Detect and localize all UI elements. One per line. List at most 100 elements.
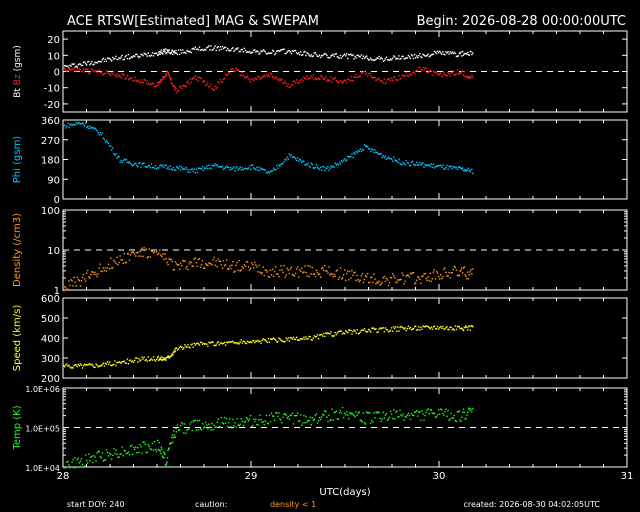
density-point	[120, 259, 122, 261]
speed-point	[430, 326, 433, 328]
bt-point	[379, 58, 381, 60]
bt-point	[165, 51, 168, 54]
temp-point	[291, 412, 294, 415]
speed-point	[231, 341, 233, 343]
density-point	[239, 270, 241, 272]
temp-point	[237, 424, 239, 426]
phi-point	[211, 165, 213, 167]
density-point	[73, 276, 75, 279]
phi-point	[126, 161, 129, 163]
speed-point	[214, 344, 216, 347]
bt-point	[204, 48, 206, 51]
bz-point	[262, 75, 264, 78]
temp-point	[290, 414, 293, 416]
density-point	[304, 265, 306, 267]
phi-point	[87, 125, 89, 128]
phi-point	[228, 166, 230, 169]
speed-point	[372, 327, 374, 330]
density-point	[163, 258, 165, 261]
temp-point	[256, 423, 258, 426]
density-point	[72, 285, 74, 287]
phi-point	[242, 169, 245, 171]
bz-point	[374, 77, 376, 79]
temp-point	[389, 410, 392, 412]
bz-point	[247, 78, 250, 80]
temp-point	[464, 418, 466, 420]
phi-point	[436, 165, 439, 167]
bz-point	[380, 80, 382, 82]
phi-point	[240, 169, 242, 171]
phi-point	[367, 148, 370, 150]
density-point	[192, 265, 194, 267]
bz-point	[151, 82, 154, 84]
phi-point	[462, 169, 465, 172]
bt-point	[226, 47, 229, 50]
bz-point	[193, 76, 195, 79]
bz-point	[392, 79, 394, 81]
speed-point	[320, 333, 323, 336]
bz-point	[407, 75, 410, 78]
temp-point	[336, 418, 339, 420]
phi-point	[357, 149, 359, 152]
density-point	[434, 278, 437, 280]
density-point	[318, 273, 321, 275]
bt-point	[123, 58, 125, 60]
bt-point	[166, 50, 169, 52]
phi-point	[416, 161, 418, 164]
bz-point	[461, 70, 463, 73]
temp-point	[351, 412, 353, 414]
temp-point	[73, 467, 75, 469]
speed-point	[246, 340, 249, 343]
bt-point	[240, 48, 242, 51]
density-point	[256, 266, 258, 268]
density-point	[419, 278, 421, 281]
phi-point	[99, 131, 101, 134]
speed-point	[81, 367, 84, 369]
bt-point	[411, 55, 414, 57]
bz-point	[157, 81, 159, 83]
bt-point	[349, 53, 351, 56]
bt-point	[114, 57, 116, 60]
speed-point	[308, 335, 310, 338]
speed-point	[84, 364, 87, 366]
bt-point	[136, 53, 138, 56]
phi-point	[346, 159, 348, 161]
bz-point	[137, 79, 139, 81]
density-point	[399, 278, 401, 281]
bt-point	[209, 49, 211, 51]
phi-point	[84, 122, 87, 124]
temp-point	[355, 411, 357, 413]
density-point	[171, 260, 174, 263]
density-point	[466, 278, 468, 280]
bt-point	[454, 52, 457, 55]
bt-point	[184, 51, 186, 54]
bz-point	[393, 76, 395, 78]
bz-point	[87, 68, 89, 71]
phi-point	[121, 161, 123, 164]
phi-point	[400, 163, 402, 166]
speed-point	[351, 333, 353, 335]
temp-point	[335, 410, 337, 413]
speed-point	[148, 359, 151, 362]
bt-point	[466, 53, 468, 55]
speed-point	[233, 342, 235, 344]
speed-point	[317, 338, 320, 340]
density-point	[385, 277, 388, 280]
bz-point	[177, 90, 180, 92]
phi-point	[279, 165, 281, 167]
bz-point	[363, 70, 366, 73]
bt-point	[160, 51, 162, 53]
bt-point	[287, 49, 289, 52]
density-point	[84, 280, 87, 282]
speed-point	[159, 358, 161, 360]
temp-ytick-label: 1.0E+04	[25, 464, 60, 473]
bz-point	[272, 76, 275, 78]
density-point	[226, 267, 229, 270]
bt-point	[294, 49, 297, 52]
bz-point	[409, 74, 412, 76]
bt-point	[419, 52, 421, 55]
temp-point	[402, 413, 404, 415]
temp-point	[221, 422, 224, 424]
speed-point	[278, 337, 280, 339]
temp-point	[466, 414, 468, 416]
